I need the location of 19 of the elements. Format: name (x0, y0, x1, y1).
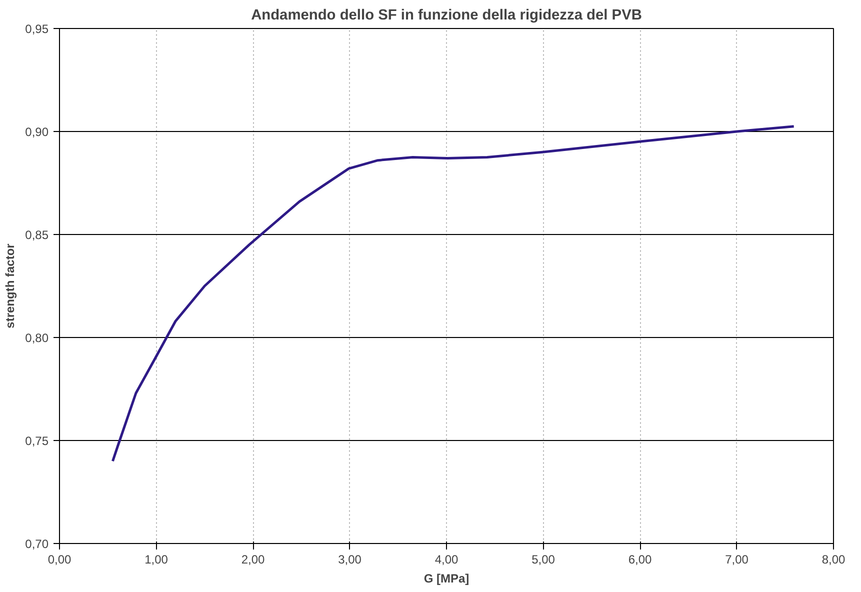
line-series (111, 125, 796, 462)
x-tick-label: 5,00 (532, 552, 556, 566)
x-tick-label: 8,00 (822, 552, 846, 566)
x-tick-label: 6,00 (628, 552, 652, 566)
y-tick-label: 0,90 (25, 125, 49, 139)
x-tick-label: 0,00 (48, 552, 72, 566)
y-tick-label: 0,85 (25, 228, 49, 242)
x-tick-label: 4,00 (434, 552, 459, 566)
y-axis-title: strength factor (3, 243, 18, 328)
x-tick-label: 7,00 (725, 552, 749, 566)
chart-title: Andamendo dello SF in funzione della rigidezza del PVB (251, 8, 642, 24)
x-tick-label: 3,00 (338, 552, 362, 566)
y-tick-label: 0,75 (25, 434, 49, 448)
x-axis-title: G [MPa] (424, 572, 470, 586)
x-tick-label: 1,00 (144, 552, 168, 566)
y-tick-label: 0,95 (25, 22, 49, 36)
x-tick-label: 2,00 (241, 552, 266, 566)
y-tick-label: 0,70 (25, 537, 49, 551)
y-tick-label: 0,80 (25, 331, 49, 345)
